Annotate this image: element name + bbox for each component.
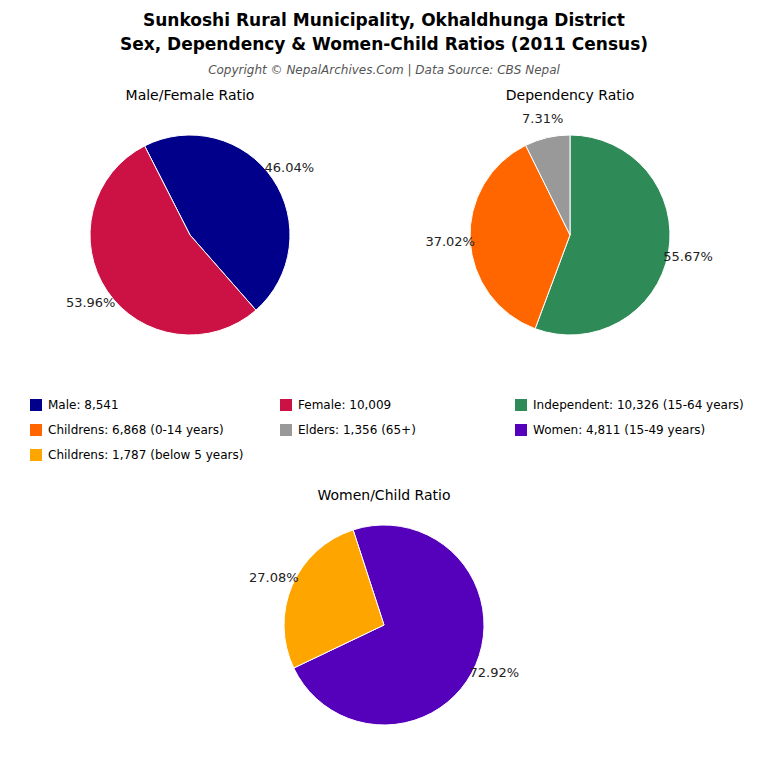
legend-swatch: [515, 424, 527, 436]
title: Sunkoshi Rural Municipality, Okhaldhunga…: [143, 10, 625, 30]
legend: Male: 8,541 Female: 10,009 Independent: 10…: [30, 398, 744, 462]
legend-entry: Independent: 10,326 (15-64 years): [533, 398, 744, 412]
data-label: 27.08%: [249, 570, 299, 585]
chart-title: Dependency Ratio: [506, 87, 635, 103]
data-label: 55.67%: [663, 249, 713, 264]
legend-swatch: [515, 399, 527, 411]
pie-slice: [526, 135, 570, 235]
legend-swatch: [280, 399, 292, 411]
pie-chart: 72.92% 27.08%: [249, 525, 519, 725]
data-label: 72.92%: [469, 665, 519, 680]
legend-entry: Women: 4,811 (15-49 years): [533, 423, 705, 437]
legend-entry: Male: 8,541: [48, 398, 119, 412]
data-label: 7.31%: [522, 111, 563, 126]
data-label: 53.96%: [66, 295, 116, 310]
subtitle: Sex, Dependency & Women-Child Ratios (20…: [120, 34, 648, 54]
annotation: Copyright © NepalArchives.Com | Data Sou…: [208, 63, 560, 77]
pie-chart: 46.04% 53.96%: [66, 135, 314, 335]
legend-swatch: [30, 399, 42, 411]
figure: Sunkoshi Rural Municipality, Okhaldhunga…: [0, 0, 768, 768]
legend-swatch: [280, 424, 292, 436]
chart-title: Male/Female Ratio: [126, 87, 255, 103]
data-label: 37.02%: [425, 234, 475, 249]
legend-entry: Childrens: 1,787 (below 5 years): [48, 448, 243, 462]
legend-entry: Elders: 1,356 (65+): [298, 423, 416, 437]
legend-swatch: [30, 449, 42, 461]
data-label: 46.04%: [265, 160, 315, 175]
legend-swatch: [30, 424, 42, 436]
chart-title: Women/Child Ratio: [317, 487, 450, 503]
pie-chart: 55.67% 37.02% 7.31%: [425, 111, 713, 335]
legend-entry: Female: 10,009: [298, 398, 391, 412]
legend-entry: Childrens: 6,868 (0-14 years): [48, 423, 224, 437]
pie-slice: [284, 530, 384, 668]
